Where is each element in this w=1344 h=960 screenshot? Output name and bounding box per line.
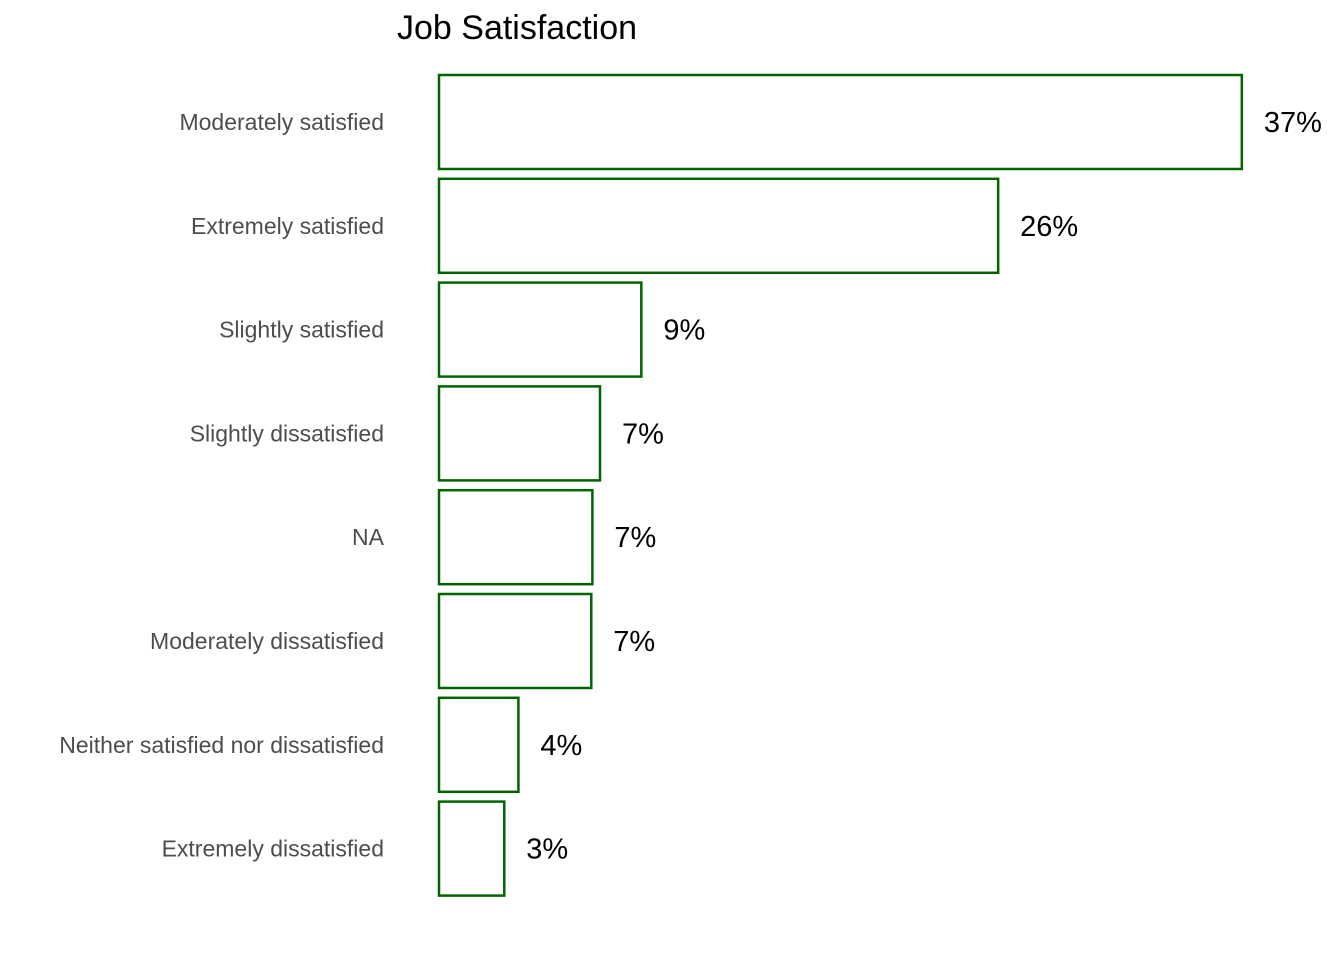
category-label: Slightly satisfied — [219, 317, 384, 343]
bars-layer — [437, 73, 1244, 897]
value-labels: 37% 26% 9% 7% 7% 7% 4% 3% — [526, 107, 1322, 866]
value-label: 26% — [1020, 211, 1078, 243]
bar-extremely-dissatisfied — [437, 800, 506, 897]
bar-moderately-satisfied — [437, 73, 1244, 171]
bar-slightly-dissatisfied — [437, 385, 602, 482]
value-label: 3% — [526, 834, 568, 866]
value-label: 9% — [663, 315, 705, 347]
bar-na — [437, 488, 594, 586]
category-label: Extremely dissatisfied — [162, 836, 384, 862]
category-label: NA — [352, 524, 385, 550]
category-labels: Moderately satisfied Extremely satisfied S… — [59, 109, 384, 862]
value-label: 37% — [1264, 107, 1322, 139]
value-label: 7% — [613, 626, 655, 658]
category-label: Neither satisfied nor dissatisfied — [59, 732, 384, 758]
category-label: Moderately dissatisfied — [150, 628, 384, 654]
bar-extremely-satisfied — [437, 177, 1000, 275]
category-label: Slightly dissatisfied — [190, 420, 384, 446]
category-label: Moderately satisfied — [179, 109, 384, 135]
category-label: Extremely satisfied — [191, 213, 384, 239]
bar-moderately-dissatisfied — [437, 592, 593, 690]
bar-slightly-satisfied — [437, 281, 643, 378]
chart-title: Job Satisfaction — [397, 9, 637, 47]
value-label: 7% — [614, 522, 656, 554]
value-label: 4% — [540, 730, 582, 762]
bar-neither-satisfied-nor-dissatisfied — [437, 696, 520, 794]
value-label: 7% — [622, 418, 664, 450]
